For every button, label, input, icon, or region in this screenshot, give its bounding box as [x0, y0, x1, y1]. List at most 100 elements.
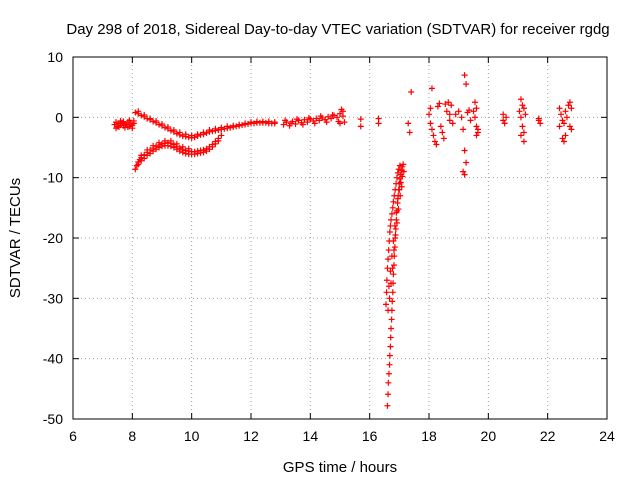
x-tick-label: 10 [184, 428, 200, 444]
series-late-scatter [426, 72, 575, 178]
data-marks [111, 72, 575, 409]
data-point [562, 108, 569, 115]
data-point [405, 120, 412, 127]
x-axis-label: GPS time / hours [283, 459, 397, 476]
data-point [396, 162, 403, 169]
data-point [224, 123, 231, 130]
data-point [328, 115, 335, 122]
y-tick-label: 0 [55, 109, 63, 125]
data-point [400, 168, 407, 175]
data-point [341, 119, 348, 126]
data-point [434, 103, 441, 110]
data-point [159, 143, 165, 150]
data-point [520, 129, 527, 136]
data-point [398, 183, 405, 190]
data-point [395, 206, 402, 213]
data-point [113, 119, 120, 126]
data-point [337, 120, 343, 127]
data-point [161, 137, 168, 144]
data-point [392, 231, 399, 238]
data-point [440, 135, 447, 142]
data-point [556, 105, 563, 112]
data-point [556, 123, 563, 130]
data-point [446, 117, 453, 124]
data-point [292, 120, 299, 127]
data-point [408, 88, 415, 95]
x-tick-label: 18 [421, 428, 437, 444]
data-point [503, 114, 510, 121]
data-point [113, 125, 120, 132]
data-point [164, 142, 171, 149]
data-point [559, 135, 566, 142]
data-point [385, 370, 392, 377]
data-point [388, 253, 395, 260]
data-point [466, 107, 473, 114]
data-point [568, 105, 575, 112]
data-point [147, 115, 154, 122]
data-point [386, 228, 393, 235]
data-point [473, 105, 480, 112]
data-point [357, 116, 364, 123]
data-point [133, 162, 140, 169]
data-point [391, 192, 398, 199]
data-point [394, 195, 401, 202]
data-point [317, 113, 324, 120]
data-point [262, 119, 269, 126]
data-point [430, 132, 437, 139]
data-point [138, 112, 145, 119]
data-point [460, 168, 467, 175]
data-point [399, 173, 406, 180]
data-point [517, 132, 524, 139]
data-point [132, 166, 139, 173]
data-point [463, 159, 470, 166]
data-point [391, 222, 398, 229]
data-point [428, 85, 435, 92]
data-point [388, 216, 395, 223]
y-tick-label: -10 [43, 170, 63, 186]
data-point [389, 265, 396, 272]
data-point [150, 118, 157, 125]
data-point [461, 72, 468, 79]
data-point [383, 277, 390, 284]
data-point [167, 143, 174, 150]
data-point [455, 108, 462, 115]
data-point [159, 120, 165, 127]
data-point [559, 117, 566, 124]
data-point [388, 210, 395, 217]
data-point [173, 130, 180, 137]
y-tick-label: -50 [43, 411, 63, 427]
data-point [426, 111, 432, 118]
y-tick-label: 10 [47, 49, 63, 65]
data-point [390, 262, 397, 269]
data-point [439, 129, 446, 136]
data-point [449, 120, 456, 127]
data-point [386, 361, 393, 368]
data-point [293, 116, 300, 123]
data-point [566, 123, 573, 130]
data-point [121, 124, 128, 131]
data-point [329, 111, 336, 118]
axis-ticks: 6 8 10 12 14 16 18 20 22 24 -50 -40 -30 -20 -10 0 10 [43, 49, 615, 444]
series-upper-arc [132, 108, 278, 141]
data-point [138, 152, 145, 159]
data-point [522, 111, 529, 118]
series-isolated [357, 88, 415, 136]
data-point [428, 126, 435, 133]
data-point [565, 102, 572, 109]
x-tick-label: 12 [243, 428, 259, 444]
data-point [563, 114, 570, 121]
data-point [562, 132, 569, 139]
data-point [396, 186, 403, 193]
x-tick-label: 6 [69, 428, 77, 444]
data-point [461, 147, 468, 154]
data-point [393, 209, 400, 216]
data-point [448, 102, 455, 109]
data-point [161, 124, 168, 131]
data-point [334, 114, 341, 121]
data-point [259, 118, 266, 125]
data-point [182, 131, 189, 138]
data-point [188, 132, 195, 139]
data-point [397, 179, 404, 186]
data-point [389, 289, 396, 296]
